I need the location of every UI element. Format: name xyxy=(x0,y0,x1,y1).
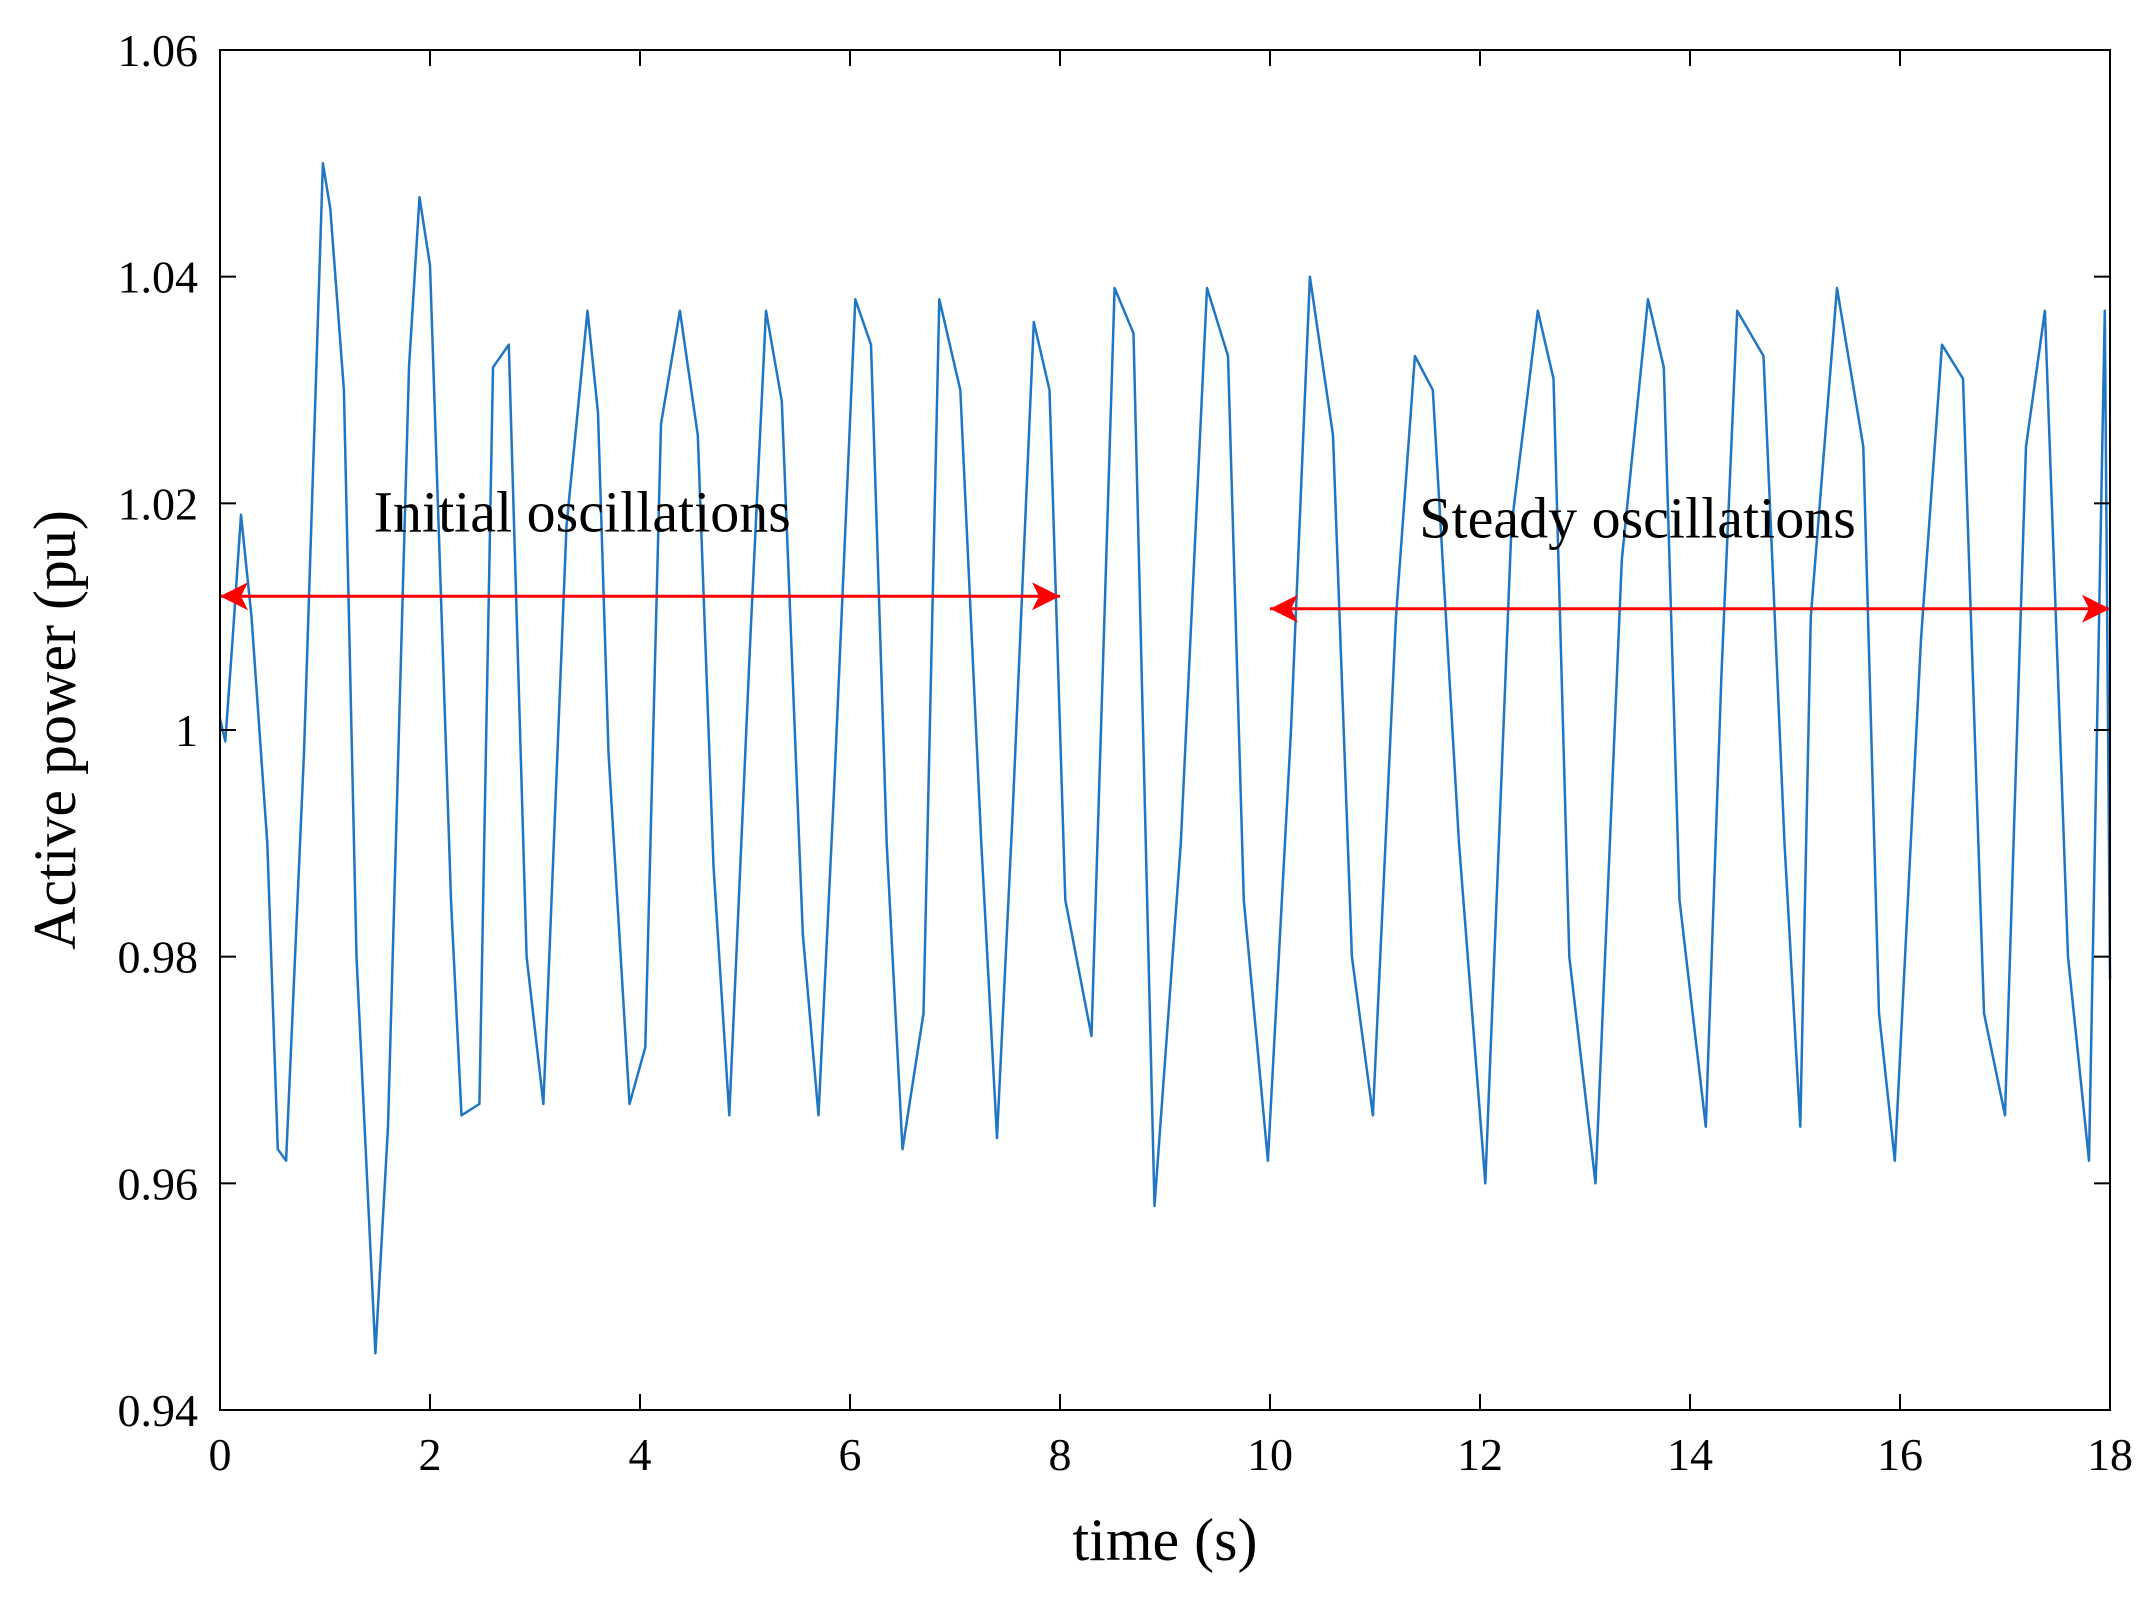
annotation-layer: Initial oscillations Steady oscillations xyxy=(220,480,2110,623)
series-line xyxy=(218,162,2112,1355)
annotation-label-steady: Steady oscillations xyxy=(1419,485,1856,550)
y-axis-label: Active power (pu) xyxy=(22,510,88,950)
axis-layer: 0 2 4 6 8 10 12 14 16 18 0.94 0.96 0.98 1 1.02 1.04 1.06 xyxy=(118,25,2134,1480)
y-tick-label: 0.94 xyxy=(118,1385,199,1436)
y-tick-label: 1.04 xyxy=(118,252,199,303)
x-tick-label: 0 xyxy=(209,1429,232,1480)
x-tick-label: 4 xyxy=(629,1429,652,1480)
x-tick-label: 2 xyxy=(419,1429,442,1480)
x-axis-label: time (s) xyxy=(1073,1507,1258,1573)
x-tick-label: 8 xyxy=(1049,1429,1072,1480)
y-tick-label: 1 xyxy=(175,705,198,756)
annotation-label-initial: Initial oscillations xyxy=(374,480,791,545)
y-tick-label: 0.98 xyxy=(118,932,199,983)
x-tick-label: 16 xyxy=(1877,1429,1923,1480)
x-tick-label: 6 xyxy=(839,1429,862,1480)
x-tick-label: 10 xyxy=(1247,1429,1293,1480)
series-layer xyxy=(218,162,2112,1355)
x-tick-label: 18 xyxy=(2087,1429,2133,1480)
y-tick-label: 1.02 xyxy=(118,478,199,529)
x-tick-label: 12 xyxy=(1457,1429,1503,1480)
y-tick-label: 1.06 xyxy=(118,25,199,76)
y-tick-label: 0.96 xyxy=(118,1158,199,1209)
x-tick-label: 14 xyxy=(1667,1429,1713,1480)
plot-frame xyxy=(219,49,2111,1411)
